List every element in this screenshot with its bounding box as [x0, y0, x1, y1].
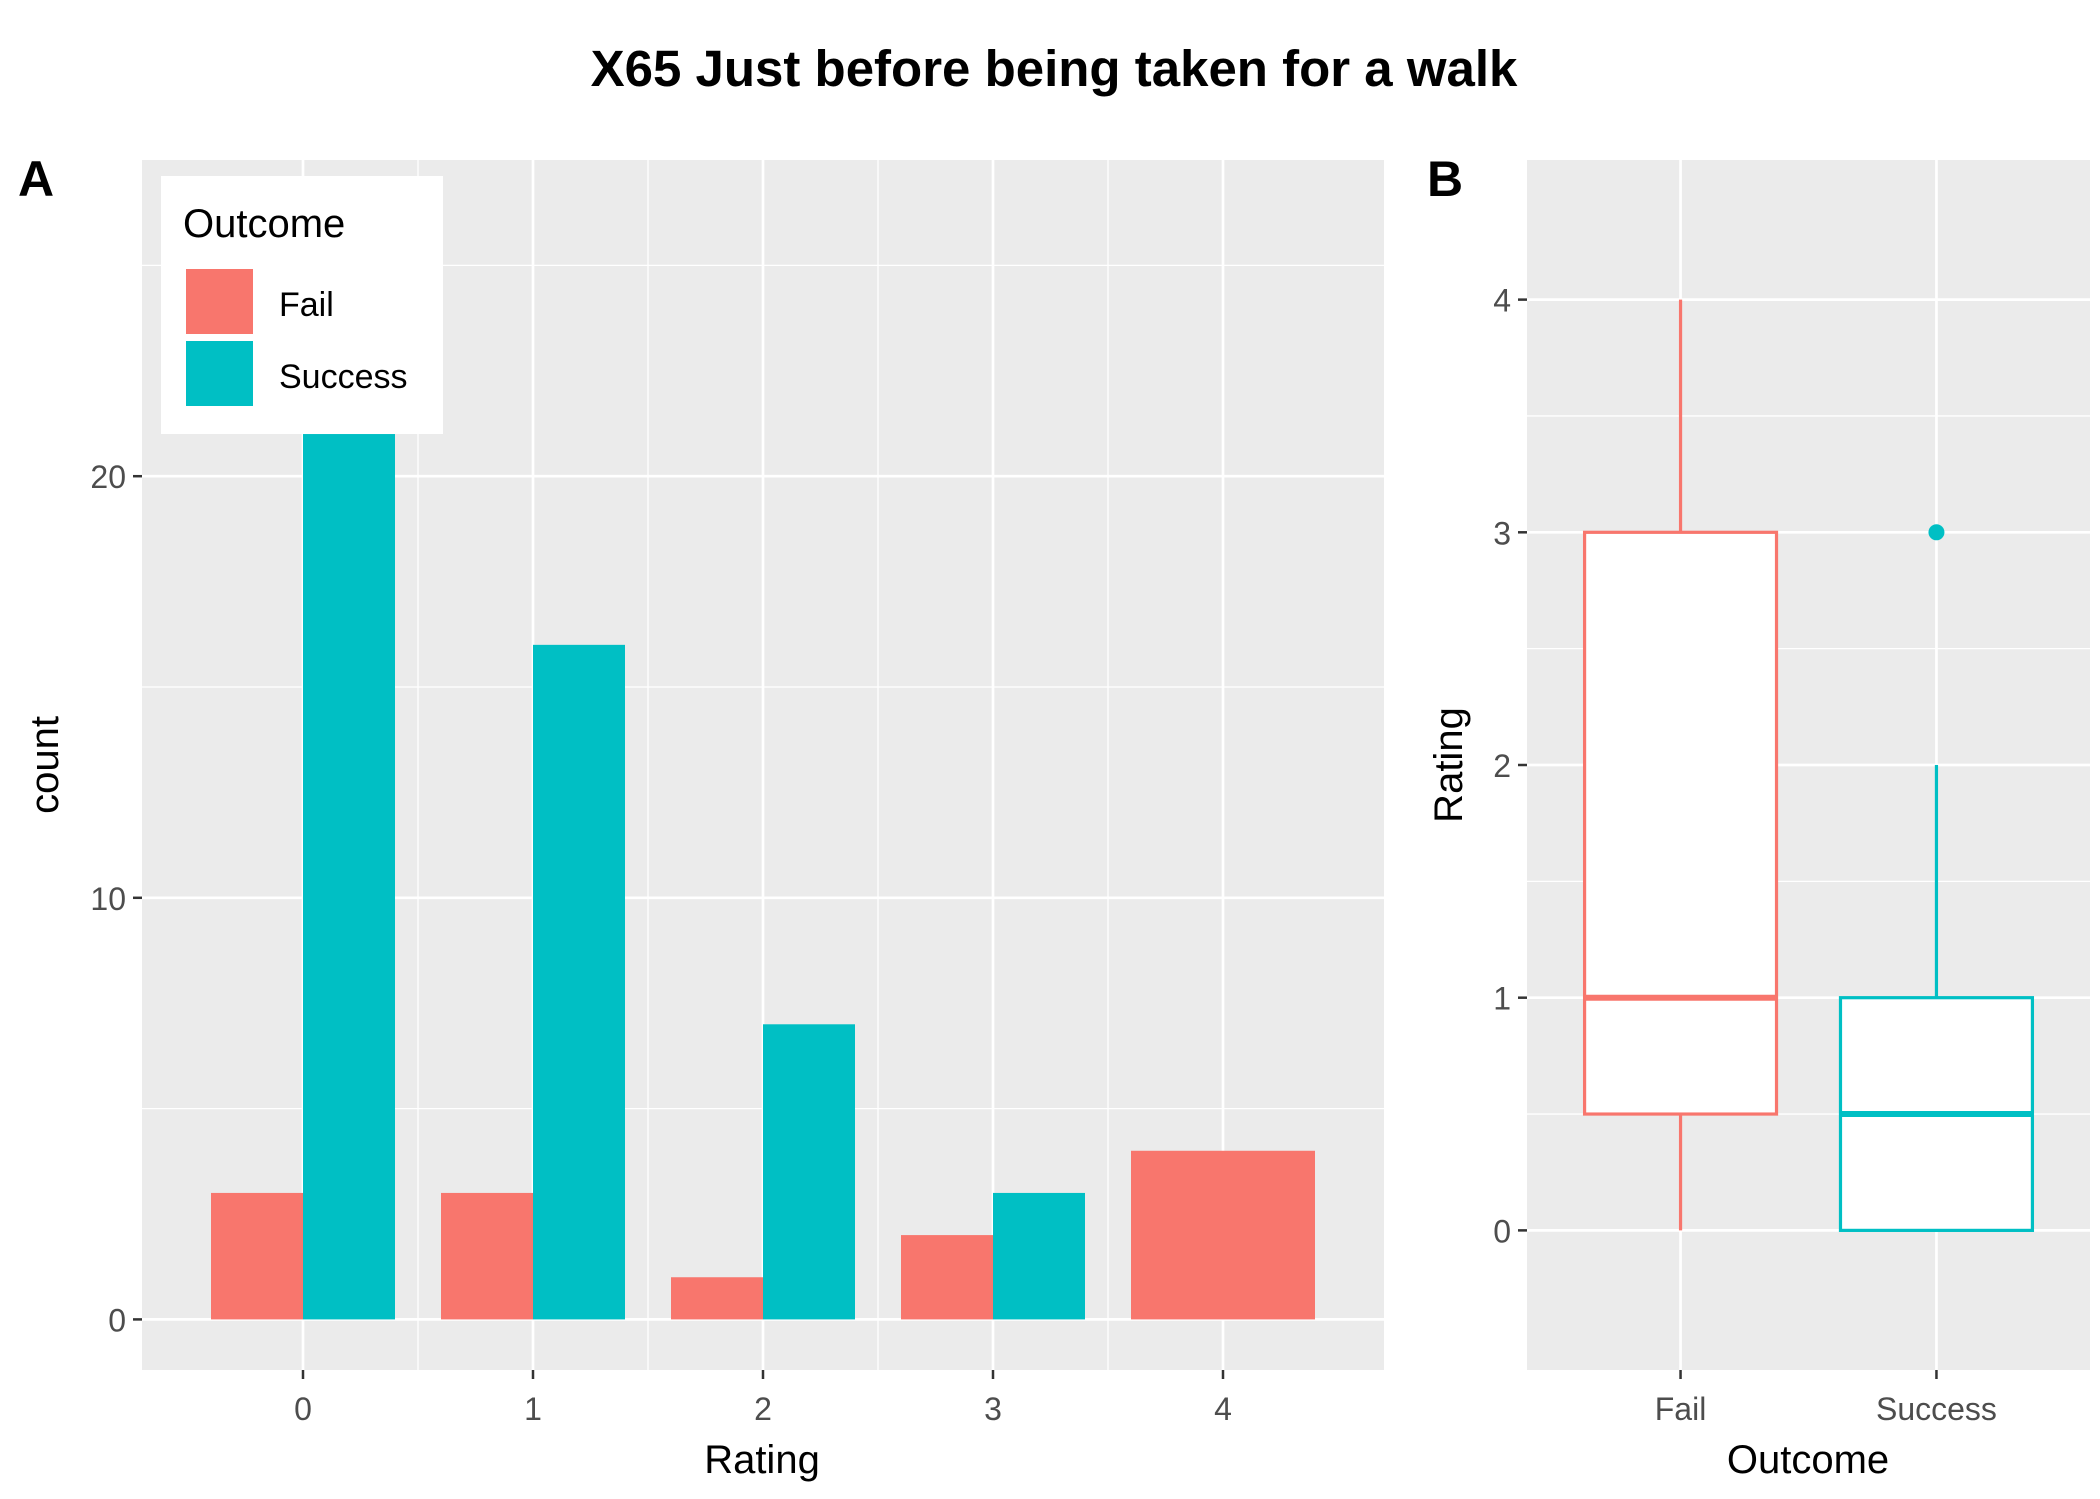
panel-b-y-tick-label: 3 — [1493, 515, 1511, 551]
panel-a-x-tick-label: 2 — [754, 1391, 772, 1427]
legend: Outcome Fail Success — [161, 176, 443, 434]
chart-title: X65 Just before being taken for a walk — [591, 40, 1518, 97]
panel-a-bar-chart: A 0 10 20 0 1 2 3 4 Rating count Outcome Fail S… — [18, 151, 1384, 1482]
bar-success-rating-2 — [763, 1024, 855, 1320]
panel-a-ticks: 0 10 20 0 1 2 3 4 — [90, 459, 1231, 1427]
panel-a-x-tick-label: 1 — [524, 1391, 542, 1427]
panel-b-box-plot: B 0 1 2 3 4 Fail Success Outcome Rating — [1427, 151, 2090, 1482]
box-success-outlier — [1928, 524, 1945, 541]
panel-a-bars — [211, 434, 1315, 1320]
panel-a-tag: A — [18, 151, 54, 207]
bar-fail-rating-0 — [211, 1192, 303, 1320]
bar-fail-rating-1 — [441, 1192, 533, 1320]
panel-b-tag: B — [1427, 151, 1463, 207]
bar-success-rating-3 — [993, 1192, 1085, 1320]
panel-b-x-axis-title: Outcome — [1727, 1438, 1889, 1482]
panel-b-y-tick-label: 2 — [1493, 748, 1511, 784]
panel-a-y-tick-label: 20 — [90, 459, 126, 495]
panel-b-x-tick-label: Success — [1876, 1391, 1997, 1427]
bar-success-rating-1 — [533, 644, 625, 1320]
panel-b-ticks: 0 1 2 3 4 Fail Success — [1493, 283, 1997, 1427]
panel-a-x-axis-title: Rating — [704, 1438, 820, 1482]
bar-fail-rating-2 — [671, 1277, 763, 1320]
panel-b-y-tick-label: 0 — [1493, 1213, 1511, 1249]
legend-key-fail — [186, 269, 253, 334]
panel-b-boxes — [1582, 299, 2035, 1232]
panel-a-x-tick-label: 4 — [1214, 1391, 1232, 1427]
panel-a-y-tick-label: 0 — [108, 1302, 126, 1338]
panel-a-y-tick-label: 10 — [90, 881, 126, 917]
panel-b-y-axis-title: Rating — [1427, 707, 1471, 823]
panel-b-y-tick-label: 4 — [1493, 283, 1511, 319]
panel-b-y-tick-label: 1 — [1493, 981, 1511, 1017]
panel-a-x-tick-label: 3 — [984, 1391, 1002, 1427]
legend-key-success — [186, 341, 253, 406]
panel-a-x-tick-label: 0 — [294, 1391, 312, 1427]
bar-fail-rating-4 — [1131, 1150, 1315, 1320]
legend-label-success: Success — [279, 358, 408, 396]
panel-b-x-tick-label: Fail — [1655, 1391, 1707, 1427]
bar-success-rating-0 — [303, 434, 395, 1320]
box-fail — [1582, 530, 1779, 1116]
legend-title: Outcome — [183, 202, 345, 246]
panel-a-y-axis-title: count — [23, 716, 67, 814]
legend-label-fail: Fail — [279, 286, 334, 324]
bar-fail-rating-3 — [901, 1235, 993, 1320]
